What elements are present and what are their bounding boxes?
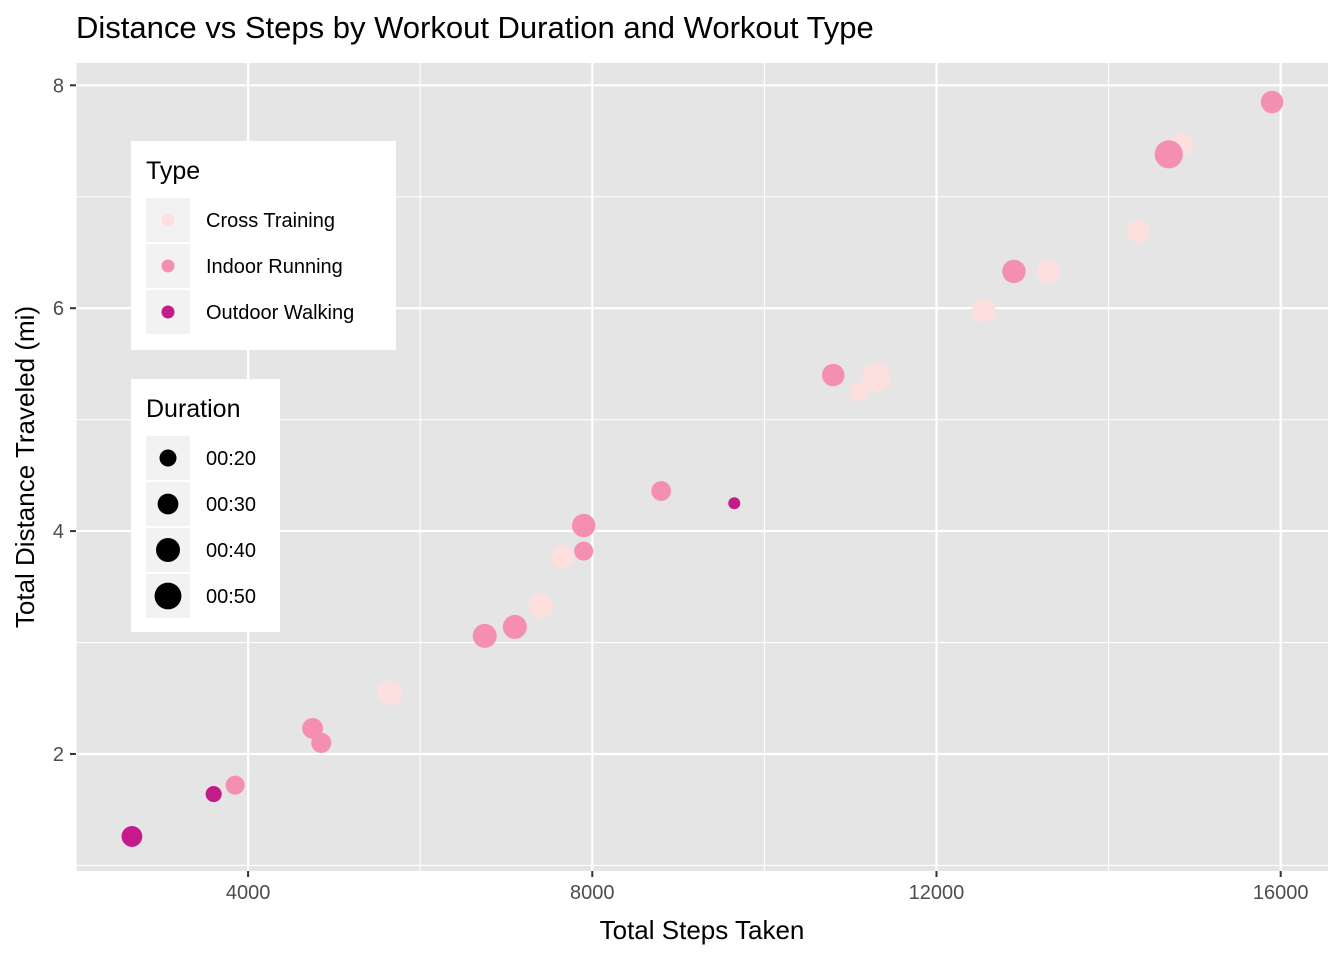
point-indoor-running xyxy=(1154,140,1183,169)
legend-duration-label: 00:20 xyxy=(206,448,256,470)
x-tick-label: 8000 xyxy=(570,882,615,904)
legend-duration: Duration 00:20 00:30 00:40 00:50 xyxy=(131,379,280,632)
legend-type: Type Cross Training Indoor Running Outdoor… xyxy=(131,141,396,350)
legend-type-label: Cross Training xyxy=(206,210,335,232)
point-cross-training xyxy=(1036,259,1061,284)
x-axis: 4000 8000 12000 16000 xyxy=(226,871,1309,904)
legend-key-swatch xyxy=(161,305,175,319)
legend-key-swatch xyxy=(161,259,175,273)
y-tick-label: 6 xyxy=(53,298,64,320)
y-tick-label: 2 xyxy=(53,744,64,766)
point-cross-training xyxy=(377,680,403,705)
x-tick-label: 4000 xyxy=(226,882,271,904)
y-tick-label: 8 xyxy=(53,75,64,97)
point-indoor-running xyxy=(574,541,594,561)
legend-type-label: Indoor Running xyxy=(206,256,343,278)
point-indoor-running xyxy=(1002,259,1026,284)
point-cross-training xyxy=(1126,219,1151,243)
legend-key-swatch xyxy=(161,213,175,227)
y-tick-label: 4 xyxy=(53,521,64,543)
point-indoor-running xyxy=(311,732,332,753)
point-indoor-running xyxy=(502,614,527,639)
legend-size-swatch xyxy=(159,449,177,467)
legend-duration-label: 00:30 xyxy=(206,494,256,516)
y-axis-title: Total Distance Traveled (mi) xyxy=(10,306,40,628)
x-tick-label: 16000 xyxy=(1253,882,1309,904)
point-indoor-running xyxy=(1260,90,1284,114)
legend-type-label: Outdoor Walking xyxy=(206,302,354,324)
x-axis-title: Total Steps Taken xyxy=(600,915,805,945)
point-outdoor-walking xyxy=(205,786,222,803)
point-indoor-running xyxy=(651,481,671,501)
point-indoor-running xyxy=(472,623,497,648)
y-axis: 2 4 6 8 xyxy=(53,75,76,766)
legend-size-swatch xyxy=(155,537,181,563)
point-cross-training xyxy=(862,363,891,392)
point-cross-training xyxy=(849,382,869,402)
legend-size-swatch xyxy=(154,582,182,610)
data-points xyxy=(121,90,1284,847)
point-cross-training xyxy=(972,298,996,323)
point-outdoor-walking xyxy=(121,826,143,847)
x-tick-label: 12000 xyxy=(909,882,965,904)
legend-size-swatch xyxy=(157,493,179,515)
point-indoor-running xyxy=(225,775,245,795)
legend-duration-title: Duration xyxy=(146,395,241,423)
legend-duration-label: 00:40 xyxy=(206,540,256,562)
legend-duration-label: 00:50 xyxy=(206,586,256,608)
legend-type-title: Type xyxy=(146,157,200,185)
point-indoor-running xyxy=(571,513,596,538)
point-outdoor-walking xyxy=(728,497,741,510)
point-indoor-running xyxy=(821,363,845,387)
chart-title: Distance vs Steps by Workout Duration an… xyxy=(76,10,874,45)
point-cross-training xyxy=(550,545,574,568)
point-cross-training xyxy=(528,593,553,619)
